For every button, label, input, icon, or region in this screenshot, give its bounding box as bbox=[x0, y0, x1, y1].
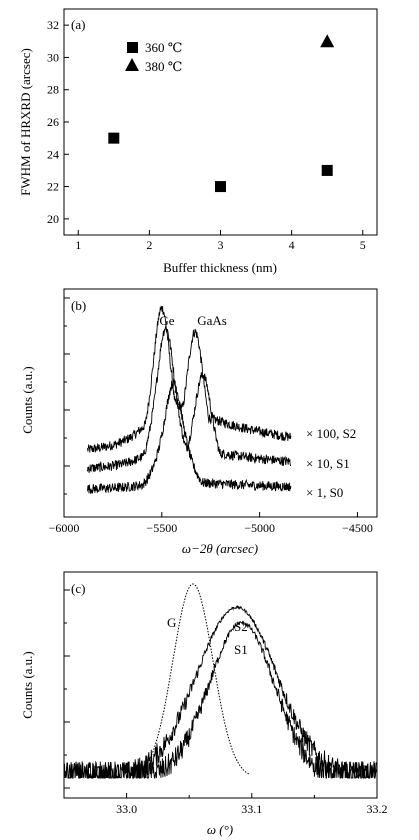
panel-a-y-tick-label: 24 bbox=[47, 147, 59, 161]
panel-a-y-tick-label: 26 bbox=[47, 115, 59, 129]
panel-a-points bbox=[108, 34, 335, 193]
panel-c: (c) 33.0 33.1 33.2 ω (°) Counts (a.u.) G S… bbox=[20, 571, 388, 837]
panel-a-y-axis-label: FWHM of HRXRD (arcsec) bbox=[18, 48, 33, 196]
panel-c-x-axis-label: ω (°) bbox=[207, 822, 233, 837]
panel-c-curves bbox=[63, 583, 378, 780]
panel-c-x-tick-label: 33.0 bbox=[116, 802, 137, 816]
legend-360-square-marker bbox=[127, 42, 138, 53]
panel-c-frame bbox=[63, 571, 378, 799]
panel-b-label: (b) bbox=[71, 298, 86, 313]
panel-a-triangle-point bbox=[320, 34, 335, 48]
panel-b-series-label-s2: × 100, S2 bbox=[306, 426, 356, 441]
panel-a-x-tick-label: 2 bbox=[146, 238, 152, 252]
panel-a-x-tick-label: 5 bbox=[360, 238, 366, 252]
panel-c-series-label-s1: S1 bbox=[234, 642, 248, 657]
panel-c-curve-g bbox=[136, 583, 250, 775]
panel-a-label: (a) bbox=[71, 17, 85, 32]
panel-a-y-tick-label: 22 bbox=[47, 180, 59, 194]
panel-a-x-tick-label: 3 bbox=[218, 238, 224, 252]
panel-b-frame bbox=[63, 288, 378, 518]
panel-b: (b) −6000 −5500 −5000 −4500 ω−2θ (arcsec) C… bbox=[20, 288, 378, 556]
panel-c-log-ticks bbox=[64, 589, 70, 789]
panel-a-x-tick-label: 1 bbox=[75, 238, 81, 252]
panel-a-square-point bbox=[215, 181, 226, 193]
panel-b-peak-label-gaas: GaAs bbox=[197, 313, 227, 328]
legend-360-label: 360 ℃ bbox=[145, 40, 182, 55]
panel-b-x-axis-label: ω−2θ (arcsec) bbox=[182, 541, 258, 556]
panel-a-y-tick-label: 30 bbox=[47, 50, 59, 64]
panel-b-x-tick-label: −5500 bbox=[146, 521, 177, 535]
panel-a-square-point bbox=[321, 164, 333, 176]
panel-b-curve-s2 bbox=[87, 305, 292, 453]
panel-c-x-tick-label: 33.1 bbox=[241, 802, 262, 816]
panel-b-series-label-s1: × 10, S1 bbox=[306, 456, 350, 471]
panel-a-y-ticks: 20 22 24 26 28 30 32 bbox=[47, 18, 69, 226]
panel-a-y-tick-label: 32 bbox=[47, 18, 59, 32]
panel-b-x-tick-label: −4500 bbox=[342, 521, 373, 535]
panel-b-series-label-s0: × 1, S0 bbox=[306, 485, 343, 500]
panel-b-y-axis-label: Counts (a.u.) bbox=[20, 366, 35, 434]
panel-c-x-ticks: 33.0 33.1 33.2 bbox=[116, 793, 388, 816]
panel-c-curve-s2 bbox=[63, 605, 378, 780]
panel-a-x-axis-label: Buffer thickness (nm) bbox=[163, 260, 277, 275]
panel-a-y-tick-label: 20 bbox=[47, 212, 59, 226]
panel-c-x-tick-label: 33.2 bbox=[367, 802, 388, 816]
legend-380-label: 380 ℃ bbox=[145, 59, 182, 74]
panel-c-series-label-s2: S2 bbox=[234, 619, 248, 634]
panel-b-curves bbox=[87, 305, 292, 495]
panel-b-x-ticks: −6000 −5500 −5000 −4500 bbox=[49, 512, 373, 535]
panel-c-series-label-g: G bbox=[167, 615, 176, 630]
panel-b-x-tick-label: −6000 bbox=[49, 521, 80, 535]
panel-a-legend: 360 ℃ 380 ℃ bbox=[125, 40, 182, 74]
panel-c-curve-s1 bbox=[63, 620, 378, 780]
legend-380-triangle-marker bbox=[125, 58, 139, 71]
panel-b-log-ticks bbox=[64, 297, 70, 495]
panel-c-label: (c) bbox=[71, 581, 85, 596]
panel-b-peak-label-ge: Ge bbox=[159, 313, 174, 328]
panel-a-y-tick-label: 28 bbox=[47, 83, 59, 97]
panel-b-curve-s1 bbox=[87, 325, 292, 473]
panel-b-curve-s0 bbox=[87, 378, 292, 495]
panel-a-x-tick-label: 4 bbox=[289, 238, 295, 252]
panel-a-x-ticks: 1 2 3 4 5 bbox=[75, 230, 366, 252]
panel-a-square-point bbox=[108, 132, 120, 144]
panel-b-x-tick-label: −5000 bbox=[244, 521, 275, 535]
panel-c-y-axis-label: Counts (a.u.) bbox=[20, 651, 35, 719]
panel-a: (a) 1 2 3 4 5 20 22 24 26 28 30 32 Buffer thicknes… bbox=[18, 8, 378, 275]
